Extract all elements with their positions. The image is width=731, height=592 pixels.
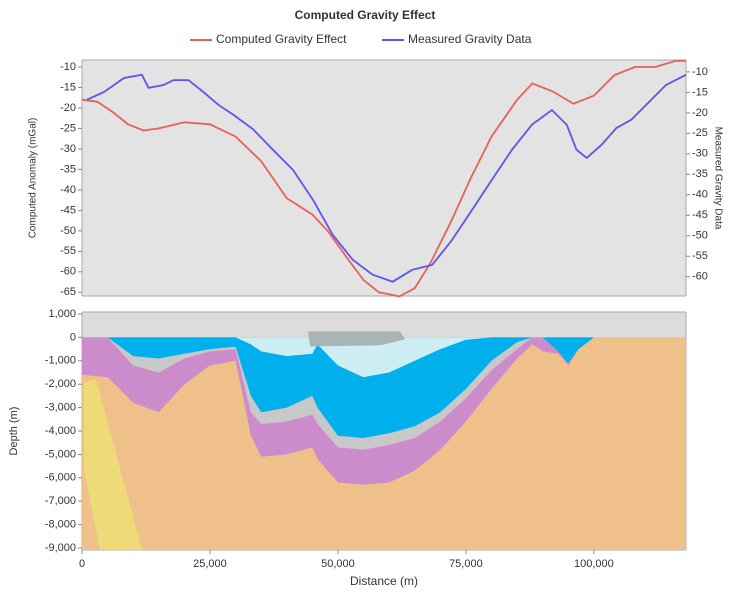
y-axis-title: Computed Anomaly (mGal) (28, 118, 39, 239)
y-tick-label: -5,000 (45, 448, 76, 460)
y-tick-label: -50 (60, 225, 76, 237)
y-tick-label: -60 (60, 266, 76, 278)
y-tick-label: 0 (70, 331, 76, 343)
y-tick-label: -2,000 (45, 378, 76, 390)
chart: Computed Gravity Effect Computed Anomaly… (0, 0, 731, 592)
legend-label: Computed Gravity Effect (216, 32, 347, 46)
y2-tick-label: -55 (692, 250, 708, 262)
x-tick-label: 100,000 (574, 558, 614, 570)
y2-axis-title: Measured Gravity Data (712, 127, 723, 230)
y-tick-label: -7,000 (45, 495, 76, 507)
chart-title: Computed Gravity Effect (295, 8, 436, 22)
y-tick-label: -30 (60, 143, 76, 155)
y-tick-label: -15 (60, 81, 76, 93)
y2-tick-label: -60 (692, 271, 708, 283)
y-tick-label: -40 (60, 184, 76, 196)
x-tick-label: 25,000 (193, 558, 227, 570)
y-tick-label: -3,000 (45, 402, 76, 414)
y2-tick-label: -25 (692, 127, 708, 139)
y2-tick-label: -40 (692, 189, 708, 201)
y-tick-label: -10 (60, 61, 76, 73)
y-tick-label: -1,000 (45, 355, 76, 367)
y-tick-label: 1,000 (48, 308, 76, 320)
x-axis-title: Distance (m) (350, 574, 418, 588)
legend-label: Measured Gravity Data (408, 32, 532, 46)
y-tick-label: -4,000 (45, 425, 76, 437)
y-tick-label: -9,000 (45, 542, 76, 554)
x-tick-label: 0 (79, 558, 85, 570)
y2-tick-label: -20 (692, 107, 708, 119)
y-axis-title: Depth (m) (8, 407, 20, 456)
y-tick-label: -65 (60, 286, 76, 298)
y2-tick-label: -30 (692, 148, 708, 160)
y2-tick-label: -10 (692, 66, 708, 78)
x-tick-label: 50,000 (321, 558, 355, 570)
y-tick-label: -6,000 (45, 472, 76, 484)
x-tick-label: 75,000 (449, 558, 483, 570)
plot-area (82, 60, 686, 296)
y2-tick-label: -50 (692, 230, 708, 242)
y2-tick-label: -35 (692, 168, 708, 180)
y-tick-label: -35 (60, 163, 76, 175)
y-tick-label: -25 (60, 122, 76, 134)
y-tick-label: -20 (60, 102, 76, 114)
y-tick-label: -8,000 (45, 519, 76, 531)
section-layer (82, 331, 686, 550)
y2-tick-label: -15 (692, 86, 708, 98)
y-tick-label: -45 (60, 204, 76, 216)
y2-tick-label: -45 (692, 209, 708, 221)
y-tick-label: -55 (60, 245, 76, 257)
